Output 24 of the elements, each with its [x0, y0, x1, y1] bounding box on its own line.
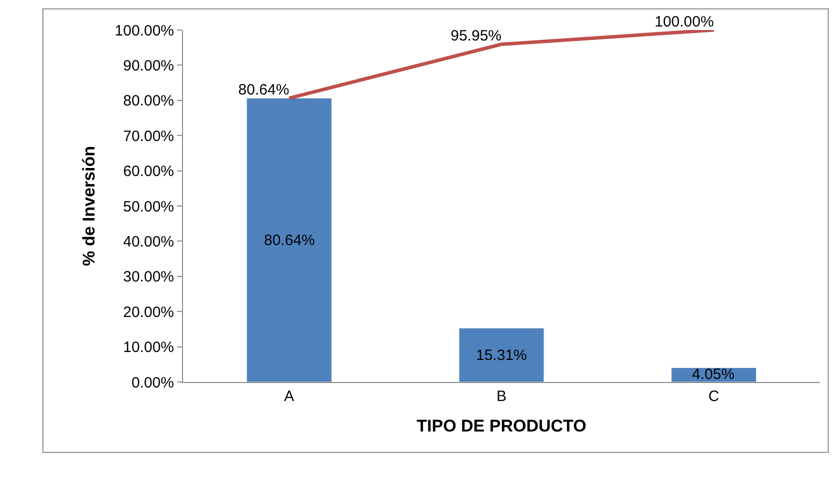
y-tick-label: 50.00%	[123, 198, 174, 216]
y-tick-label: 90.00%	[123, 57, 174, 74]
y-axis-title: % de Inversión	[79, 146, 98, 266]
data-label: 80.64%	[264, 232, 315, 249]
x-tick-label: A	[284, 388, 294, 405]
y-tick-label: 70.00%	[123, 128, 174, 145]
data-label: 4.05%	[692, 366, 735, 383]
y-tick-label: 20.00%	[123, 304, 174, 321]
data-label: 100.00%	[654, 13, 714, 30]
y-tick-label: 80.00%	[123, 92, 174, 110]
x-tick-label: C	[708, 388, 720, 405]
x-tick-label: B	[496, 388, 507, 405]
x-axis-title: TIPO DE PRODUCTO	[416, 416, 586, 436]
y-tick-label: 0.00%	[131, 374, 174, 392]
y-tick-label: 100.00%	[114, 22, 174, 40]
y-tick-label: 30.00%	[123, 268, 174, 286]
y-tick-label: 10.00%	[123, 339, 174, 356]
data-label: 95.95%	[450, 28, 502, 45]
y-tick-label: 60.00%	[123, 163, 174, 180]
bar	[246, 98, 332, 382]
data-label: 15.31%	[476, 347, 527, 364]
bar	[458, 328, 544, 382]
y-tick-label: 40.00%	[123, 233, 174, 250]
data-label: 80.64%	[238, 81, 290, 98]
